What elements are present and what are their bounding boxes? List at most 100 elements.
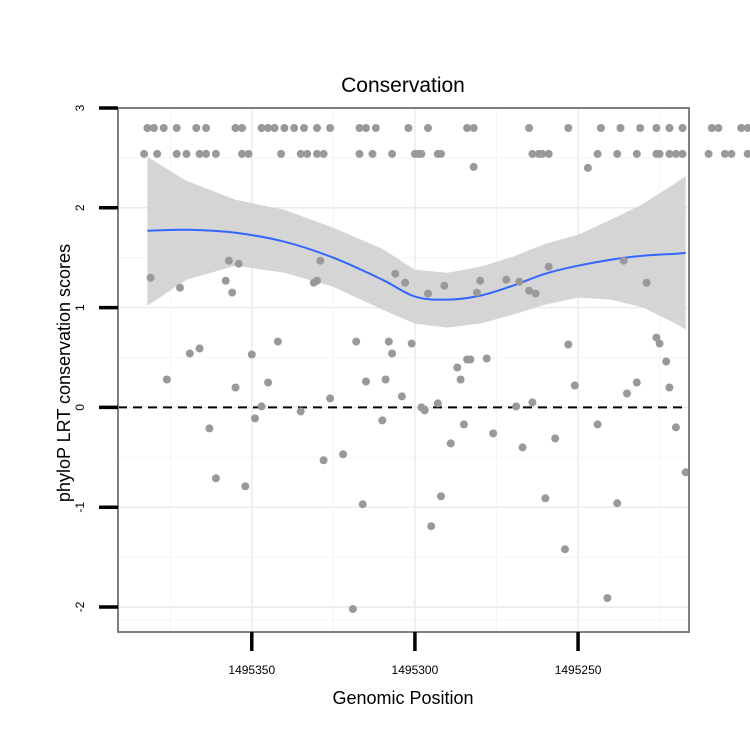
data-point xyxy=(146,273,155,282)
data-point xyxy=(655,339,664,348)
data-point xyxy=(678,124,687,132)
data-point xyxy=(296,149,305,158)
data-point xyxy=(355,124,364,132)
data-point xyxy=(234,259,243,268)
data-point xyxy=(671,149,680,158)
data-point xyxy=(257,124,266,132)
data-point xyxy=(652,124,661,132)
data-point xyxy=(541,494,550,503)
data-point xyxy=(238,149,246,158)
x-tick-label: 1495350 xyxy=(228,663,275,677)
data-point xyxy=(149,124,158,132)
data-point xyxy=(140,149,149,158)
data-point xyxy=(596,124,605,132)
data-point xyxy=(603,594,612,603)
data-point xyxy=(231,124,240,132)
y-tick-label: -1 xyxy=(73,502,87,513)
data-point xyxy=(358,500,367,509)
data-point xyxy=(743,149,750,158)
data-point xyxy=(176,283,184,292)
data-point xyxy=(381,375,390,384)
data-point xyxy=(437,492,445,501)
data-point xyxy=(384,337,393,346)
data-point xyxy=(277,149,286,158)
x-tick-label: 1495250 xyxy=(555,663,602,677)
data-point xyxy=(531,289,540,298)
data-point xyxy=(326,394,335,403)
data-point xyxy=(192,124,201,132)
plot-panel-border xyxy=(117,107,690,633)
data-point xyxy=(202,124,211,132)
data-point xyxy=(316,256,325,265)
data-point xyxy=(512,402,521,411)
data-point xyxy=(593,420,602,429)
data-point xyxy=(424,124,432,132)
y-tick-label: -2 xyxy=(73,601,87,612)
data-point xyxy=(613,499,622,508)
data-point xyxy=(433,399,442,408)
data-point xyxy=(404,124,413,132)
data-point xyxy=(456,375,465,384)
data-point xyxy=(352,337,361,346)
data-point xyxy=(525,286,534,295)
data-point xyxy=(544,149,553,158)
confidence-ribbon-layer xyxy=(147,156,686,330)
data-point xyxy=(228,288,237,297)
smooth-curve-layer xyxy=(147,228,686,301)
data-point xyxy=(397,392,406,401)
data-point xyxy=(162,375,171,384)
data-point xyxy=(593,149,602,158)
data-point xyxy=(224,256,233,265)
data-point xyxy=(185,349,194,358)
data-point xyxy=(407,339,416,348)
data-point xyxy=(616,124,625,132)
data-point xyxy=(613,149,622,158)
confidence-ribbon xyxy=(147,156,686,330)
data-point xyxy=(388,349,397,358)
data-point xyxy=(544,262,553,271)
data-point xyxy=(172,124,181,132)
data-point xyxy=(446,439,455,448)
data-point xyxy=(636,124,645,132)
data-point xyxy=(313,149,321,158)
data-point xyxy=(303,149,312,158)
data-point xyxy=(241,482,250,491)
data-point xyxy=(264,124,273,132)
data-point xyxy=(437,149,445,158)
data-point xyxy=(296,407,305,416)
data-point xyxy=(401,278,410,287)
data-point xyxy=(348,605,357,613)
y-axis-label: phyloP LRT conservation scores xyxy=(54,244,74,502)
data-point xyxy=(453,363,462,372)
chart-title: Conservation xyxy=(341,74,465,97)
data-point xyxy=(247,350,256,359)
data-point xyxy=(205,424,214,433)
y-tick-label: 0 xyxy=(73,404,87,411)
data-point xyxy=(391,269,400,278)
data-point xyxy=(371,124,380,132)
data-point xyxy=(427,522,436,531)
data-point xyxy=(270,124,279,132)
x-axis-ticks: 1495350 1495300 1495250 xyxy=(228,632,602,677)
data-point xyxy=(251,414,259,423)
y-tick-label: 1 xyxy=(73,304,87,311)
data-point xyxy=(319,149,328,158)
data-point xyxy=(319,456,328,465)
data-point xyxy=(561,545,569,554)
data-point xyxy=(528,398,537,407)
data-point xyxy=(583,163,592,172)
data-point xyxy=(570,381,579,390)
smooth-curve xyxy=(147,228,686,301)
data-point xyxy=(463,124,472,132)
data-point xyxy=(420,406,429,415)
data-point xyxy=(528,149,537,158)
data-point xyxy=(489,429,498,438)
data-point xyxy=(466,355,475,364)
data-point xyxy=(652,333,661,342)
data-point xyxy=(678,149,687,158)
data-point xyxy=(244,149,253,158)
data-point xyxy=(195,149,204,158)
data-point xyxy=(525,124,534,132)
